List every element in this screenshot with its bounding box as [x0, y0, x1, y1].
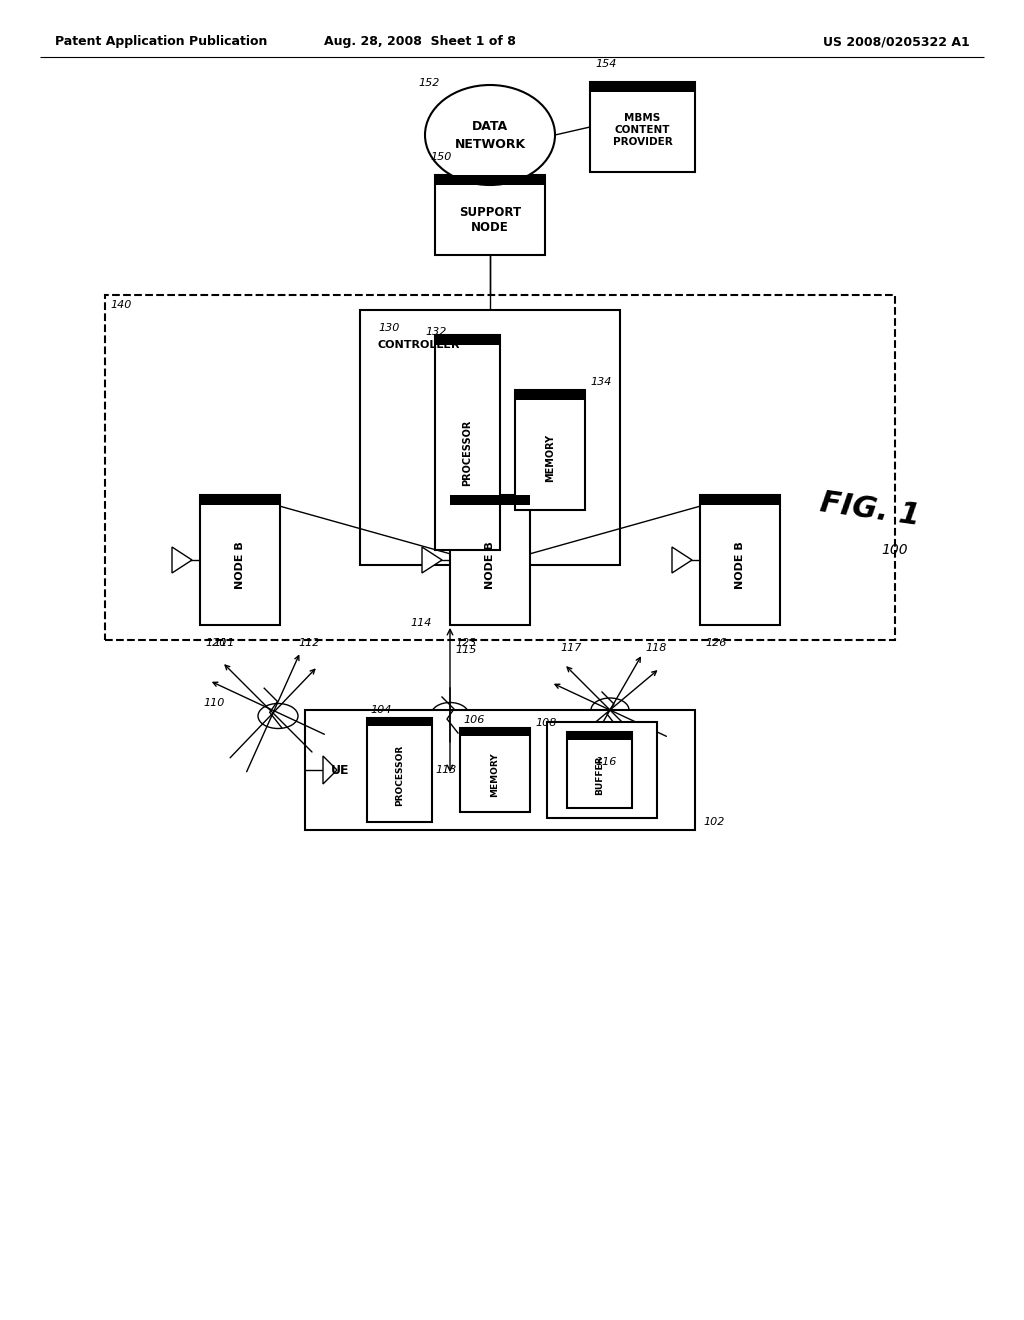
Bar [305, 710, 695, 830]
Polygon shape [422, 546, 442, 573]
Bar [515, 389, 585, 400]
Text: 112: 112 [298, 638, 319, 648]
Polygon shape [323, 756, 337, 784]
Text: 130: 130 [378, 323, 399, 333]
Bar [435, 335, 500, 345]
Bar [460, 729, 530, 737]
Text: MBMS
CONTENT
PROVIDER: MBMS CONTENT PROVIDER [612, 114, 673, 147]
Text: NETWORK: NETWORK [455, 139, 525, 152]
Text: MEMORY: MEMORY [545, 434, 555, 482]
Bar [105, 294, 895, 640]
Text: DATA: DATA [472, 120, 508, 133]
Bar [515, 389, 585, 510]
Text: CONTROLLER: CONTROLLER [378, 341, 461, 350]
Bar [435, 176, 545, 255]
Ellipse shape [591, 698, 629, 722]
Text: 120: 120 [205, 638, 226, 648]
Text: 134: 134 [590, 378, 611, 387]
Bar [700, 495, 780, 624]
Text: 140: 140 [110, 300, 131, 310]
Bar [567, 733, 632, 808]
Text: 132: 132 [425, 327, 446, 337]
Text: NODE B: NODE B [234, 541, 245, 589]
Text: 102: 102 [703, 817, 724, 828]
Bar [450, 495, 530, 624]
Bar [360, 310, 620, 565]
Bar [200, 495, 280, 506]
Bar [435, 335, 500, 550]
Text: Aug. 28, 2008  Sheet 1 of 8: Aug. 28, 2008 Sheet 1 of 8 [324, 36, 516, 49]
Text: 152: 152 [418, 78, 439, 88]
Bar [435, 176, 545, 185]
Text: SUPPORT
NODE: SUPPORT NODE [459, 206, 521, 234]
Text: 115: 115 [455, 645, 476, 655]
Polygon shape [672, 546, 692, 573]
Text: 108: 108 [535, 718, 556, 729]
Text: 116: 116 [595, 756, 616, 767]
Bar [460, 729, 530, 812]
Bar [367, 718, 432, 726]
Ellipse shape [258, 704, 298, 729]
Text: PROCESSOR: PROCESSOR [463, 420, 472, 486]
Text: FIG. 1: FIG. 1 [818, 488, 922, 532]
Bar [590, 82, 695, 92]
Text: US 2008/0205322 A1: US 2008/0205322 A1 [823, 36, 970, 49]
Text: 110: 110 [203, 698, 224, 708]
Text: 114: 114 [410, 618, 431, 628]
Bar [547, 722, 657, 818]
Bar [567, 733, 632, 741]
Bar [367, 718, 432, 822]
Bar [200, 495, 280, 624]
Text: 113: 113 [435, 766, 457, 775]
Bar [590, 82, 695, 172]
Polygon shape [172, 546, 193, 573]
Text: 126: 126 [705, 638, 726, 648]
Text: 118: 118 [645, 643, 667, 653]
Ellipse shape [431, 702, 469, 727]
Text: 100: 100 [882, 543, 908, 557]
Text: 111: 111 [213, 638, 234, 648]
Text: NODE B: NODE B [735, 541, 745, 589]
Bar [700, 495, 780, 506]
Text: UE: UE [331, 763, 349, 776]
Text: Patent Application Publication: Patent Application Publication [55, 36, 267, 49]
Text: BUFFER: BUFFER [595, 755, 604, 795]
Text: 150: 150 [430, 152, 452, 162]
Text: 106: 106 [463, 715, 484, 725]
Text: 154: 154 [595, 59, 616, 69]
Text: 123: 123 [455, 638, 476, 648]
Text: MEMORY: MEMORY [490, 752, 500, 797]
Text: 104: 104 [370, 705, 391, 715]
Ellipse shape [425, 84, 555, 185]
Text: 117: 117 [560, 643, 582, 653]
Bar [450, 495, 530, 506]
Text: NODE B: NODE B [485, 541, 495, 589]
Text: PROCESSOR: PROCESSOR [395, 744, 404, 805]
